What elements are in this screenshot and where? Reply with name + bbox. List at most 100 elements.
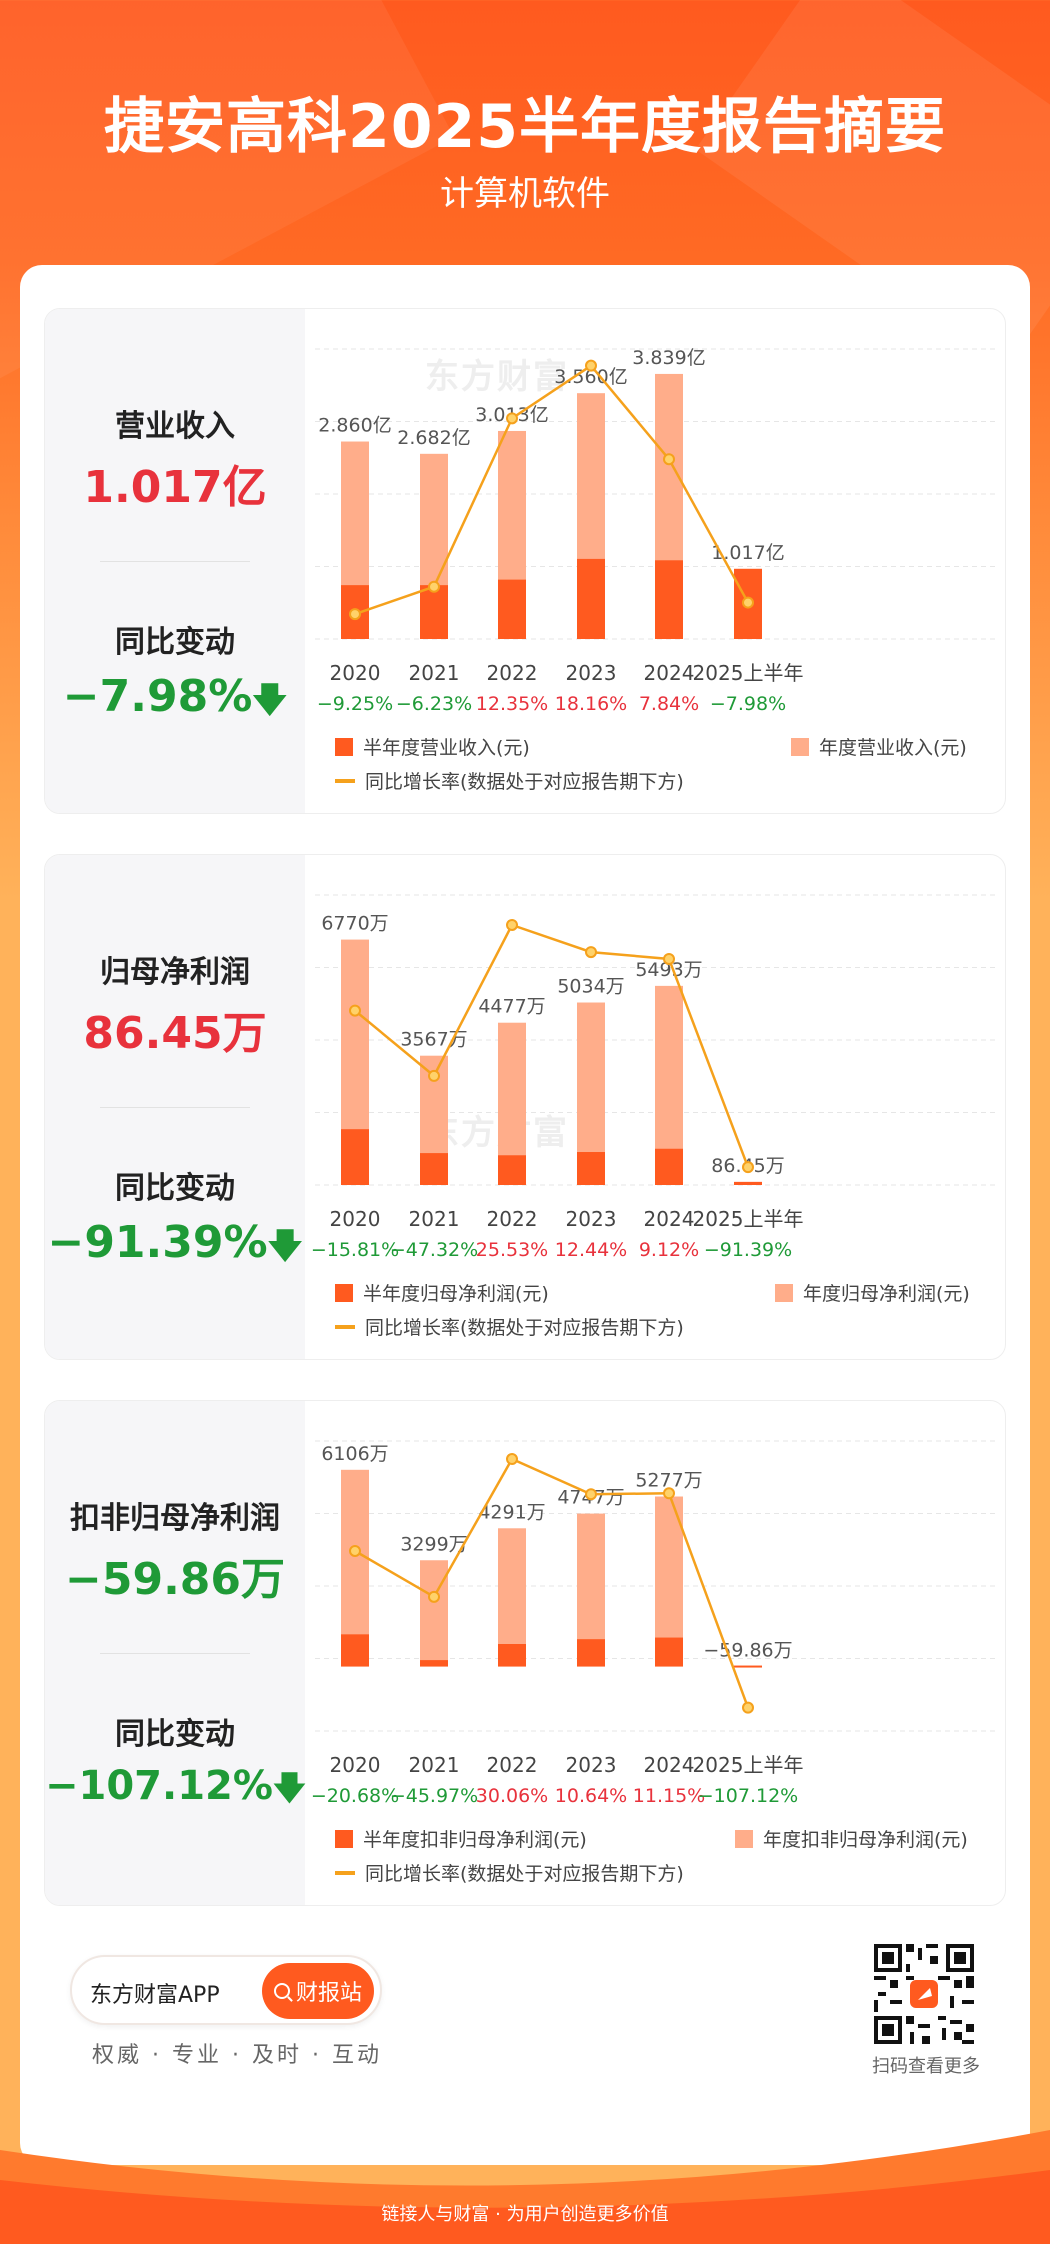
bottom-wave: [0, 2130, 1050, 2244]
legend-label: 同比增长率(数据处于对应报告期下方): [365, 1863, 684, 1885]
qr-code-icon[interactable]: [874, 1944, 974, 2044]
revenue-chart: 东方财富 2.860亿2020−9.25%2.682亿2021−6.23%3.0…: [305, 309, 1005, 813]
growth-point: [349, 1004, 361, 1017]
half-year-bar: [655, 1148, 683, 1185]
category-label: 2020: [330, 661, 381, 685]
growth-point: [663, 1487, 675, 1500]
bar-value-label: 4291万: [478, 1501, 545, 1523]
metric-summary: 营业收入 1.017亿 同比变动 −7.98%🡇: [45, 309, 305, 813]
half-year-bar: [734, 1181, 762, 1185]
metric-value: 86.45万: [83, 1008, 267, 1059]
growth-point: [349, 608, 361, 621]
growth-label: −45.97%: [390, 1785, 478, 1807]
growth-label: −6.23%: [396, 693, 472, 715]
half-year-bar: [341, 1129, 369, 1185]
growth-point: [428, 1590, 440, 1603]
category-label: 2021: [409, 1753, 460, 1777]
growth-point: [506, 1453, 518, 1466]
legend-label: 同比增长率(数据处于对应报告期下方): [365, 771, 684, 793]
legend-swatch: [775, 1283, 793, 1302]
bar-value-label: 5277万: [635, 1470, 702, 1492]
chart-svg: 6106万 2020 −20.68% 3299万 2021 −45.97% 4291万 202…: [311, 1440, 995, 1807]
legend-annual: 年度扣非归母净利润(元): [735, 1825, 968, 1852]
growth-label: −107.12%: [698, 1785, 798, 1807]
legend-line: 同比增长率(数据处于对应报告期下方): [335, 1859, 684, 1886]
qr-label: 扫码查看更多: [872, 2056, 980, 2077]
legend-annual: 年度营业收入(元): [791, 733, 967, 760]
bar-value-label: 3.839亿: [632, 347, 705, 369]
metric-value: 1.017亿: [83, 462, 267, 513]
legend-swatch: [335, 1829, 353, 1848]
metric-summary: 归母净利润 86.45万 同比变动 −91.39%🡇: [45, 855, 305, 1359]
app-search-pill[interactable]: 东方财富APP 财报站: [70, 1955, 382, 2025]
growth-point: [585, 946, 597, 959]
half-year-bar: [498, 1155, 526, 1185]
legend-label: 半年度营业收入(元): [363, 737, 530, 759]
divider: [100, 1107, 250, 1108]
footer-tagline: 链接人与财富 · 为用户创造更多价值: [381, 2204, 669, 2225]
category-label: 2022: [487, 1753, 538, 1777]
bar-value-label: 3.560亿: [554, 366, 627, 388]
category-label: 2022: [487, 661, 538, 685]
change-value: −91.39%🡇: [45, 1217, 305, 1279]
legend-half: 半年度营业收入(元): [335, 733, 530, 760]
half-year-bar: [420, 585, 448, 639]
growth-point: [585, 359, 597, 372]
watermark: 东方财富: [425, 1113, 569, 1153]
half-year-bar: [655, 1637, 683, 1667]
legend-line-swatch: [335, 1324, 355, 1329]
half-year-bar: [577, 1639, 605, 1667]
search-icon: [273, 1983, 290, 1999]
legend-swatch: [335, 1283, 353, 1302]
growth-label: −47.32%: [390, 1239, 478, 1261]
legend-label: 半年度扣非归母净利润(元): [363, 1829, 587, 1851]
legend-label: 年度扣非归母净利润(元): [763, 1829, 968, 1851]
category-label: 2024: [644, 1207, 695, 1231]
category-label: 2023: [566, 1753, 617, 1777]
category-label: 2021: [409, 1207, 460, 1231]
growth-label: −9.25%: [317, 693, 393, 715]
divider: [100, 561, 250, 562]
deducted-net-profit-panel: 扣非归母净利润 −59.86万 同比变动 −107.12%🡇 6106万 2020…: [44, 1400, 1006, 1906]
bar-value-label: 1.017亿: [711, 542, 784, 564]
growth-label: −91.39%: [704, 1239, 792, 1261]
divider: [100, 1653, 250, 1654]
report-station-button[interactable]: 财报站: [262, 1963, 374, 2019]
category-label: 2024: [644, 661, 695, 685]
bar-value-label: −59.86万: [703, 1640, 792, 1662]
half-year-bar: [577, 1152, 605, 1185]
bar-value-label: 5493万: [635, 959, 702, 981]
category-label: 2021: [409, 661, 460, 685]
legend-swatch: [791, 737, 809, 756]
annual-bar: [420, 1560, 448, 1667]
metric-label: 营业收入: [115, 409, 235, 444]
category-label: 2022: [487, 1207, 538, 1231]
category-label: 2025上半年: [693, 661, 804, 685]
change-label: 同比变动: [115, 1717, 235, 1752]
growth-point: [506, 412, 518, 425]
half-year-bar: [341, 1634, 369, 1667]
growth-label: 12.35%: [476, 693, 548, 715]
growth-point: [349, 1544, 361, 1557]
growth-label: −15.81%: [311, 1239, 399, 1261]
legend-line-swatch: [335, 1870, 355, 1875]
legend-half: 半年度归母净利润(元): [335, 1279, 549, 1306]
bar-value-label: 6770万: [321, 913, 388, 935]
half-year-bar: [577, 558, 605, 639]
half-year-bar: [420, 1153, 448, 1185]
bar-value-label: 3299万: [400, 1533, 467, 1555]
watermark: 东方财富: [425, 357, 569, 397]
legend-label: 半年度归母净利润(元): [363, 1283, 549, 1305]
half-year-bar: [734, 1665, 762, 1668]
chart-svg: 2.860亿2020−9.25%2.682亿2021−6.23%3.013亿20…: [315, 347, 995, 715]
category-label: 2025上半年: [693, 1753, 804, 1777]
change-value-text: −91.39%: [47, 1217, 268, 1268]
revenue-panel: 营业收入 1.017亿 同比变动 −7.98%🡇 东方财富 2.860亿 2020…: [44, 308, 1006, 814]
change-value-text: −107.12%: [45, 1763, 273, 1809]
legend-line: 同比增长率(数据处于对应报告期下方): [335, 767, 684, 794]
growth-point: [742, 1161, 754, 1174]
legend-half: 半年度扣非归母净利润(元): [335, 1825, 587, 1852]
category-label: 2020: [330, 1207, 381, 1231]
change-value: −7.98%🡇: [45, 671, 305, 733]
legend-swatch: [335, 737, 353, 756]
